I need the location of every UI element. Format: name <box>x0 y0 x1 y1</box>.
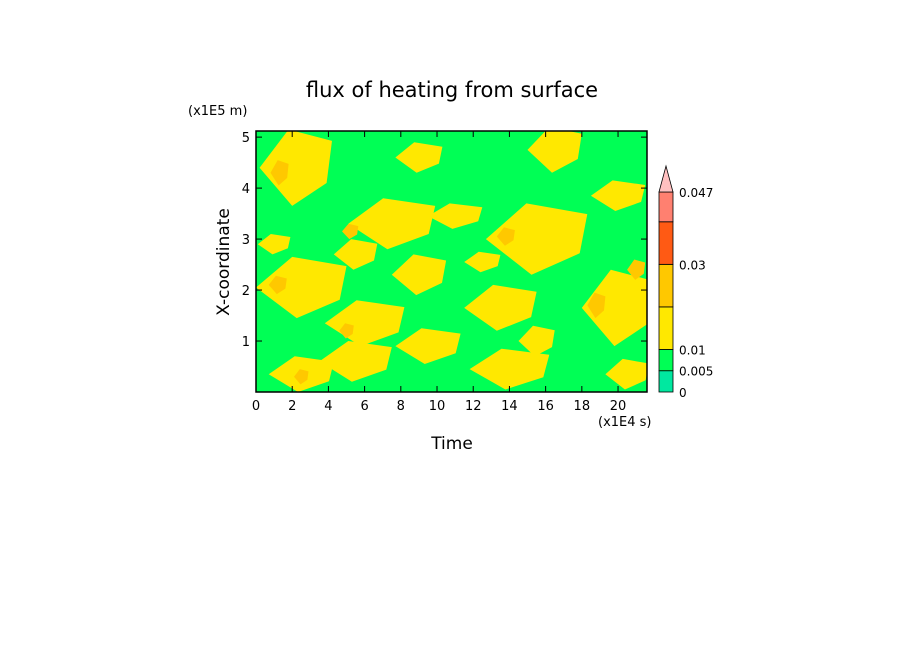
chart-title: flux of heating from surface <box>306 78 598 102</box>
contour-patch-3 <box>590 180 646 211</box>
colorbar-segment-5 <box>658 191 674 223</box>
x-tick-label-10: 20 <box>610 399 627 414</box>
colorbar-segment-0 <box>658 370 674 393</box>
plot-frame <box>255 130 648 393</box>
colorbar: 0 0.005 0.01 0.03 0.047 <box>658 164 713 400</box>
contour-patch-28 <box>485 358 533 385</box>
x-tick-label-4: 8 <box>397 399 405 414</box>
contour-patch-35 <box>294 369 309 385</box>
y-tick-label-1: 2 <box>242 284 250 299</box>
y-axis-label: X-coordinate <box>214 208 234 316</box>
x-tick-label-1: 2 <box>288 399 296 414</box>
colorbar-label-1: 0.005 <box>679 365 713 379</box>
contour-patch-20 <box>464 251 501 273</box>
contour-patch-26 <box>346 310 390 336</box>
contour-patch-7 <box>257 234 291 255</box>
colorbar-segment-2 <box>658 306 674 350</box>
x-unit-label: (x1E4 s) <box>598 415 652 430</box>
x-tick-label-8: 16 <box>537 399 554 414</box>
contour-patch-25 <box>596 284 640 331</box>
contour-patch-22 <box>366 208 418 240</box>
colorbar-segment-4 <box>658 221 674 265</box>
contour-patches <box>256 131 647 392</box>
contour-patch-19 <box>605 358 647 390</box>
contour-patch-24 <box>274 272 329 308</box>
colorbar-extend-triangle <box>658 164 674 193</box>
y-tick-label-3: 4 <box>242 182 250 197</box>
contour-patch-33 <box>587 292 606 319</box>
colorbar-label-0: 0 <box>679 386 687 400</box>
contour-patch-36 <box>627 259 646 280</box>
x-tick-label-3: 6 <box>360 399 368 414</box>
x-axis-label: Time <box>430 434 473 454</box>
x-axis-ticks: 0 2 4 6 8 10 12 14 16 18 20 <box>252 131 626 414</box>
colorbar-label-2: 0.01 <box>679 343 706 357</box>
y-tick-label-0: 1 <box>242 335 250 350</box>
colorbar-segment-3 <box>658 263 674 308</box>
contour-patch-31 <box>496 227 515 246</box>
y-unit-label: (x1E5 m) <box>188 104 247 119</box>
contour-patch-32 <box>268 275 287 295</box>
plot-area <box>256 131 647 392</box>
x-tick-label-7: 14 <box>501 399 518 414</box>
x-tick-label-2: 4 <box>324 399 332 414</box>
contour-patch-11 <box>464 284 537 331</box>
contour-patch-8 <box>333 239 378 270</box>
y-axis-ticks: 1 2 3 4 5 <box>242 131 647 350</box>
contour-patch-27 <box>538 134 571 161</box>
y-tick-label-2: 3 <box>242 233 250 248</box>
contour-patch-30 <box>342 223 359 240</box>
contour-patch-29 <box>270 160 289 186</box>
colorbar-label-3: 0.03 <box>679 258 706 272</box>
contour-patch-21 <box>274 149 318 196</box>
contour-patch-6 <box>428 203 483 229</box>
colorbar-label-4: 0.047 <box>679 186 713 200</box>
contour-patch-1 <box>395 142 443 173</box>
y-tick-label-4: 5 <box>242 131 250 146</box>
contour-patch-15 <box>518 325 555 357</box>
x-tick-label-0: 0 <box>252 399 260 414</box>
contour-patch-10 <box>391 254 447 296</box>
contour-patch-34 <box>339 323 354 339</box>
contour-patch-14 <box>395 328 461 364</box>
contour-patch-23 <box>500 216 562 262</box>
contour-patch-17 <box>319 341 392 382</box>
colorbar-segment-1 <box>658 349 674 372</box>
x-tick-label-5: 10 <box>429 399 446 414</box>
x-tick-label-6: 12 <box>465 399 482 414</box>
x-tick-label-9: 18 <box>574 399 591 414</box>
